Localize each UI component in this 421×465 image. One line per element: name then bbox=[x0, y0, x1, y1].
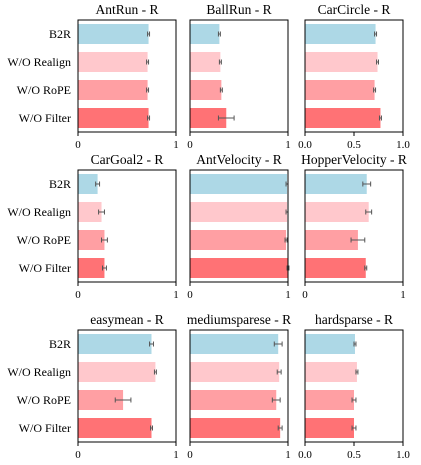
x-tick-label-2: 1 bbox=[400, 289, 406, 301]
bar-3 bbox=[305, 230, 358, 250]
x-tick-label-1: 0 bbox=[302, 289, 308, 301]
x-tick-label-1: 0 bbox=[75, 449, 81, 461]
chart-panel-9: hardsparse - R 0.0 0.5 1.0 bbox=[298, 312, 410, 461]
bar-1 bbox=[305, 24, 376, 44]
panel-frame bbox=[77, 329, 177, 443]
panel-title: CarGoal2 - R bbox=[91, 152, 164, 167]
bar-1 bbox=[78, 24, 149, 44]
x-tick-label-2: 1 bbox=[285, 139, 291, 151]
bar-1 bbox=[190, 174, 288, 194]
panel-title: mediumsparese - R bbox=[187, 312, 291, 327]
x-tick-label-1: 0 bbox=[187, 139, 193, 151]
x-tick-label-1: 0 bbox=[187, 289, 193, 301]
bar-3 bbox=[78, 230, 105, 250]
bar-3 bbox=[190, 230, 287, 250]
bar-1 bbox=[78, 174, 98, 194]
x-tick-label-2: 1 bbox=[173, 289, 179, 301]
category-label-4: W/O Filter bbox=[19, 111, 71, 125]
panel-frame bbox=[189, 169, 289, 283]
panel-frame bbox=[77, 169, 177, 283]
x-tick-label-1: 0.0 bbox=[298, 449, 312, 461]
x-tick-label-3: 1.0 bbox=[396, 139, 410, 151]
bar-4 bbox=[78, 418, 152, 438]
bar-2 bbox=[305, 202, 369, 222]
panel-title: CarCircle - R bbox=[318, 2, 391, 17]
panel-title: AntVelocity - R bbox=[196, 152, 282, 167]
bar-4 bbox=[78, 108, 149, 128]
chart-panel-3: CarCircle - R 0.0 0.5 1.0 bbox=[298, 2, 410, 151]
category-label-2: W/O Realign bbox=[7, 365, 71, 379]
panel-title: BallRun - R bbox=[206, 2, 271, 17]
bar-3 bbox=[78, 80, 148, 100]
panel-title: AntRun - R bbox=[95, 2, 158, 17]
x-tick-label-2: 1 bbox=[285, 289, 291, 301]
panel-frame bbox=[77, 19, 177, 133]
bar-2 bbox=[78, 52, 148, 72]
bar-3 bbox=[305, 390, 354, 410]
chart-panel-1: AntRun - R B2R W/O Realign W/O RoPE W/O Filt… bbox=[7, 2, 178, 151]
bar-2 bbox=[305, 52, 378, 72]
category-label-1: B2R bbox=[49, 337, 71, 351]
bar-1 bbox=[78, 334, 152, 354]
category-label-3: W/O RoPE bbox=[17, 393, 71, 407]
category-label-3: W/O RoPE bbox=[17, 233, 71, 247]
bar-4 bbox=[190, 418, 281, 438]
chart-panel-5: AntVelocity - R 0 1 bbox=[187, 152, 291, 301]
bar-2 bbox=[190, 362, 280, 382]
panel-frame bbox=[189, 329, 289, 443]
bar-2 bbox=[78, 362, 156, 382]
x-tick-label-2: 1 bbox=[173, 139, 179, 151]
bar-2 bbox=[78, 202, 102, 222]
panel-frame bbox=[304, 169, 404, 283]
x-tick-label-3: 1.0 bbox=[396, 449, 410, 461]
bar-4 bbox=[190, 258, 288, 278]
category-label-2: W/O Realign bbox=[7, 205, 71, 219]
bar-1 bbox=[305, 334, 355, 354]
bar-2 bbox=[305, 362, 357, 382]
panel-title: easymean - R bbox=[90, 312, 163, 327]
chart-panel-6: HopperVelocity - R 0 1 bbox=[301, 152, 407, 301]
bar-2 bbox=[190, 52, 221, 72]
bar-3 bbox=[78, 390, 124, 410]
category-label-1: B2R bbox=[49, 177, 71, 191]
chart-panel-2: BallRun - R 0 1 bbox=[187, 2, 291, 151]
x-tick-label-1: 0.0 bbox=[298, 139, 312, 151]
panel-title: hardsparse - R bbox=[315, 312, 393, 327]
x-tick-label-2: 1 bbox=[173, 449, 179, 461]
bar-4 bbox=[190, 108, 227, 128]
bar-4 bbox=[305, 108, 381, 128]
bar-3 bbox=[190, 80, 222, 100]
category-label-2: W/O Realign bbox=[7, 55, 71, 69]
bar-3 bbox=[190, 390, 277, 410]
category-label-4: W/O Filter bbox=[19, 261, 71, 275]
x-tick-label-2: 0.5 bbox=[347, 139, 361, 151]
bar-1 bbox=[305, 174, 367, 194]
bar-1 bbox=[190, 334, 279, 354]
chart-panel-7: easymean - R B2R W/O Realign W/O RoPE W/O Fi… bbox=[7, 312, 178, 461]
bar-4 bbox=[305, 418, 354, 438]
chart-panel-8: mediumsparese - R 0 1 bbox=[187, 312, 291, 461]
x-tick-label-1: 0 bbox=[187, 449, 193, 461]
category-label-4: W/O Filter bbox=[19, 421, 71, 435]
bar-3 bbox=[305, 80, 375, 100]
bar-1 bbox=[190, 24, 220, 44]
bar-4 bbox=[78, 258, 105, 278]
bar-4 bbox=[305, 258, 366, 278]
panel-frame bbox=[189, 19, 289, 133]
category-label-1: B2R bbox=[49, 27, 71, 41]
x-tick-label-2: 0.5 bbox=[347, 449, 361, 461]
chart-panel-4: CarGoal2 - R B2R W/O Realign W/O RoPE W/O Fi… bbox=[7, 152, 178, 301]
category-label-3: W/O RoPE bbox=[17, 83, 71, 97]
bar-2 bbox=[190, 202, 288, 222]
x-tick-label-1: 0 bbox=[75, 289, 81, 301]
panel-title: HopperVelocity - R bbox=[301, 152, 407, 167]
x-tick-label-1: 0 bbox=[75, 139, 81, 151]
x-tick-label-2: 1 bbox=[285, 449, 291, 461]
